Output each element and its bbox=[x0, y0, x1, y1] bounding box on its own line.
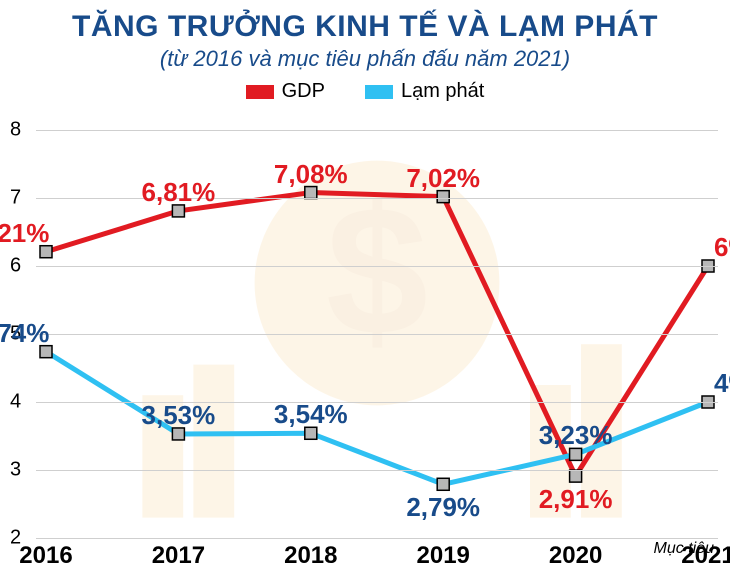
y-tick-label: 3 bbox=[10, 459, 21, 482]
chart-subtitle: (từ 2016 và mục tiêu phấn đấu năm 2021) bbox=[0, 46, 730, 72]
data-label: 4,74% bbox=[0, 318, 49, 349]
gridline bbox=[36, 538, 718, 539]
x-tick-label: 2016 bbox=[19, 542, 72, 570]
y-tick-label: 6 bbox=[10, 255, 21, 278]
x-tick-label: 2017 bbox=[152, 542, 205, 570]
data-label: 2,91% bbox=[539, 484, 613, 515]
gridline bbox=[36, 402, 718, 403]
data-label: 6,81% bbox=[142, 177, 216, 208]
data-label: 6% bbox=[714, 232, 730, 263]
legend: GDP Lạm phát bbox=[0, 80, 730, 103]
data-label: 7,08% bbox=[274, 159, 348, 190]
data-marker bbox=[570, 470, 582, 482]
legend-label-inflation: Lạm phát bbox=[401, 80, 484, 103]
data-label: 2,79% bbox=[406, 492, 480, 523]
x-tick-label: 2021 bbox=[681, 542, 730, 570]
legend-swatch-inflation bbox=[365, 85, 393, 99]
x-tick-label: 2018 bbox=[284, 542, 337, 570]
gridline bbox=[36, 266, 718, 267]
legend-item-gdp: GDP bbox=[246, 80, 325, 103]
legend-item-inflation: Lạm phát bbox=[365, 80, 484, 103]
x-tick-label: 2019 bbox=[416, 542, 469, 570]
y-tick-label: 7 bbox=[10, 187, 21, 210]
data-label: 3,53% bbox=[142, 400, 216, 431]
chart-title: TĂNG TRƯỞNG KINH TẾ VÀ LẠM PHÁT bbox=[0, 10, 730, 44]
data-label: 4% bbox=[714, 368, 730, 399]
chart-header: TĂNG TRƯỞNG KINH TẾ VÀ LẠM PHÁT (từ 2016… bbox=[0, 0, 730, 103]
gridline bbox=[36, 130, 718, 131]
y-tick-label: 8 bbox=[10, 119, 21, 142]
y-tick-label: 4 bbox=[10, 391, 21, 414]
chart-plot-area: $ Mục tiêu 23456782016201720182019202020… bbox=[36, 130, 718, 538]
data-label: 6,21% bbox=[0, 218, 49, 249]
x-tick-label: 2020 bbox=[549, 542, 602, 570]
data-label: 3,54% bbox=[274, 399, 348, 430]
gridline bbox=[36, 470, 718, 471]
data-marker bbox=[437, 478, 449, 490]
data-label: 7,02% bbox=[406, 163, 480, 194]
gridline bbox=[36, 198, 718, 199]
legend-swatch-gdp bbox=[246, 85, 274, 99]
gridline bbox=[36, 334, 718, 335]
legend-label-gdp: GDP bbox=[282, 80, 325, 103]
data-label: 3,23% bbox=[539, 420, 613, 451]
